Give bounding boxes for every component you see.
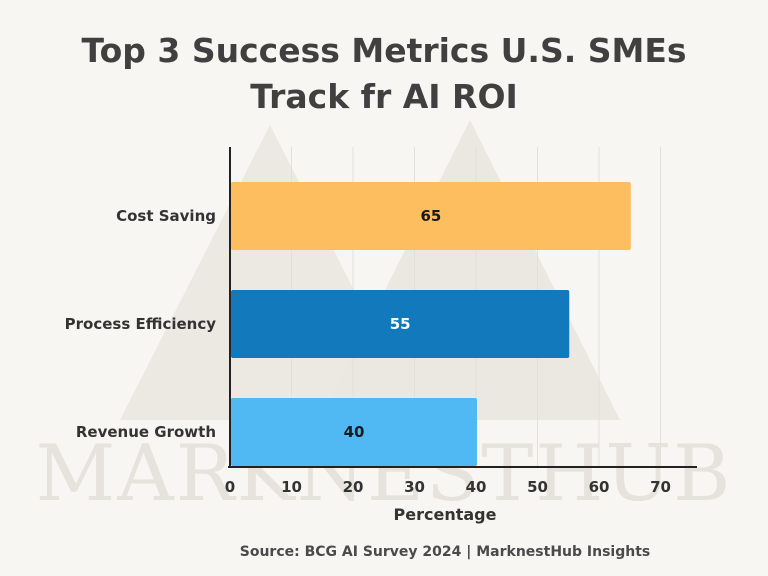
x-tick-labels: 0 10 20 30 40 50 60 70 — [225, 478, 671, 496]
data-labels: 65 55 40 — [344, 207, 442, 441]
x-tick-label: 30 — [404, 478, 425, 496]
bar — [231, 182, 631, 250]
category-label: Revenue Growth — [76, 423, 216, 441]
bar — [231, 290, 570, 358]
chart-title-line-2: Track fr AI ROI — [250, 77, 518, 116]
category-labels: Cost Saving Process Efficiency Revenue Gro… — [65, 207, 217, 441]
watermark-logo-right-triangle — [320, 120, 620, 420]
x-tick-label: 20 — [343, 478, 364, 496]
bar-value-label: 65 — [420, 207, 441, 225]
x-tick-label: 50 — [527, 478, 548, 496]
source-note: Source: BCG AI Survey 2024 | MarknestHub… — [240, 544, 650, 560]
chart-title-line-1: Top 3 Success Metrics U.S. SMEs — [81, 31, 686, 70]
x-tick-label: 60 — [589, 478, 610, 496]
x-tick-label: 0 — [225, 478, 235, 496]
bar — [231, 398, 477, 466]
x-tick-label: 70 — [650, 478, 671, 496]
x-tick-label: 40 — [466, 478, 487, 496]
bar-value-label: 55 — [390, 315, 411, 333]
x-tick-label: 10 — [281, 478, 302, 496]
bars — [231, 182, 631, 466]
category-label: Cost Saving — [116, 207, 216, 225]
bar-value-label: 40 — [344, 423, 365, 441]
category-label: Process Efficiency — [65, 315, 217, 333]
x-axis-title: Percentage — [394, 505, 497, 524]
